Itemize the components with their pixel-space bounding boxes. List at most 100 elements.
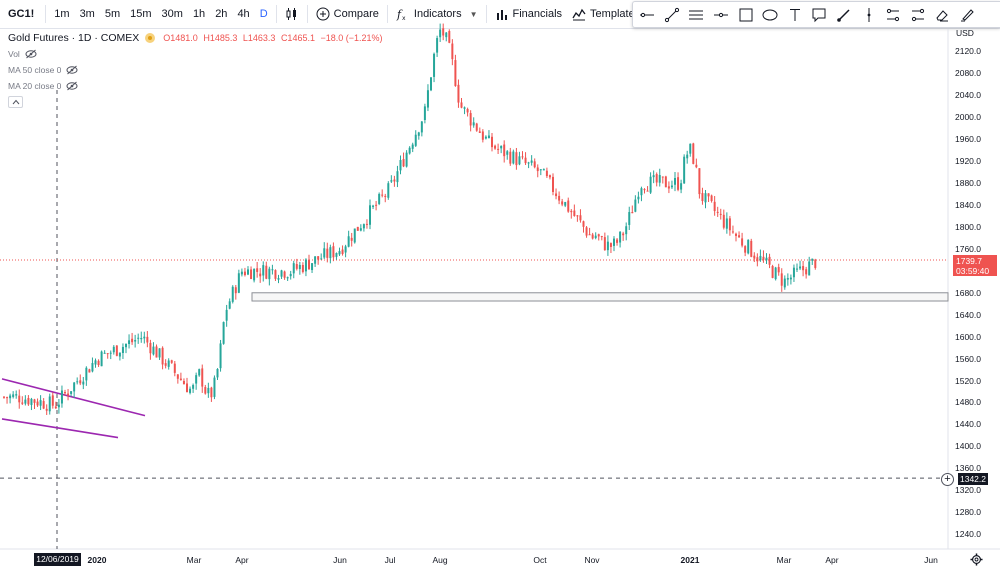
text-icon[interactable] [783,2,808,27]
interval-15m[interactable]: 15m [130,8,152,20]
candle-body [762,256,765,260]
study-vol[interactable]: Vol [8,46,386,62]
candle-body [67,393,70,396]
price-tick-label: 1640.0 [955,309,981,320]
eraser-icon[interactable] [930,2,955,27]
candle-body [179,378,182,381]
candle-body [487,135,490,139]
candle-body [701,193,704,202]
svg-text:f: f [396,8,403,21]
price-tick-label: 1320.0 [955,485,981,496]
candle-body [195,375,198,384]
candle-body [731,231,734,233]
candle-body [518,156,521,165]
study-ma20[interactable]: MA 20 close 0 [8,78,386,94]
candle-style-button[interactable] [280,0,304,29]
candle-body [430,77,432,91]
price-tick-label: 1920.0 [955,156,981,167]
ellipse-icon[interactable] [758,2,783,27]
interval-4h[interactable]: 4h [237,8,250,20]
interval-5m[interactable]: 5m [104,8,121,20]
candle-body [774,267,777,280]
ohlc-close: C1465.1 [280,32,315,43]
legend-collapse-button[interactable] [8,96,23,108]
candle-body [491,136,493,148]
candle-body [576,215,579,217]
price-tick-label: 1560.0 [955,353,981,364]
eye-slash-icon[interactable] [66,81,78,91]
rectangle-icon[interactable] [733,2,758,27]
price-tick-label: 1600.0 [955,331,981,342]
long-position-icon[interactable] [881,2,906,27]
interval-1h[interactable]: 1h [192,8,206,20]
candle-body [527,162,530,164]
interval-2h[interactable]: 2h [215,8,228,20]
financials-button[interactable]: Financials [490,0,568,29]
candle-body [250,269,253,280]
candle-body [619,231,622,243]
candle-body [323,248,326,258]
candle-body [216,368,219,378]
candle-body [369,205,371,225]
vertical-line-icon[interactable] [856,2,881,27]
horizontal-ray-icon[interactable] [635,2,660,27]
candle-body [439,29,442,38]
candle-body [600,236,603,238]
candle-body [372,205,375,207]
candle-body [73,382,76,392]
support-zone-rectangle[interactable] [251,292,949,302]
candle-body [39,400,42,406]
interval-1m[interactable]: 1m [54,8,70,20]
study-ma50[interactable]: MA 50 close 0 [8,62,386,78]
candle-body [399,160,402,171]
trend-line-icon[interactable] [660,2,685,27]
templates-button[interactable]: Templates [567,0,645,29]
candle-body [213,377,216,397]
drawing-toolbar [632,1,1000,28]
candle-body [378,193,381,204]
horizontal-line-icon[interactable] [709,2,734,27]
eye-slash-icon[interactable] [66,65,78,75]
brush-icon[interactable] [832,2,857,27]
gear-icon[interactable] [970,553,983,566]
candle-body [704,193,707,203]
compare-label: Compare [333,8,379,20]
trend-line[interactable] [1,378,146,417]
callout-icon[interactable] [807,2,832,27]
crosshair-date-label: 12/06/2019 [34,553,81,566]
candle-body [332,246,335,258]
symbol-search-button[interactable]: GC1! [8,8,35,20]
ohlc-high: H1485.3 [203,32,238,43]
interval-3m[interactable]: 3m [79,8,95,20]
interval-30m[interactable]: 30m [161,8,183,20]
trend-line[interactable] [1,418,119,439]
eye-slash-icon[interactable] [25,49,37,59]
candle-body [64,392,66,394]
short-position-icon[interactable] [906,2,931,27]
chart-legend: Gold Futures · 1D · COMEX O1481.0 H1485.… [8,31,386,108]
candle-body [771,266,774,278]
candle-body [298,264,301,270]
candle-body [222,322,225,344]
parallel-channel-icon[interactable] [684,2,709,27]
price-tick-label: 1800.0 [955,221,981,232]
candle-body [417,132,420,136]
add-alert-plus-icon[interactable]: + [941,473,954,486]
candle-body [311,263,314,271]
compare-button[interactable]: Compare [311,0,384,29]
interval-d[interactable]: D [259,8,268,20]
candle-body [341,249,344,254]
candle-body [780,273,783,286]
candle-body [170,360,173,363]
candle-body [259,273,262,277]
candle-body [442,28,445,36]
study-label: MA 50 close 0 [8,65,62,75]
candle-body [445,32,448,38]
candle-body [494,145,497,149]
highlighter-icon[interactable] [955,2,980,27]
candle-body [686,154,689,159]
candle-body [182,380,185,385]
study-label: MA 20 close 0 [8,81,62,91]
